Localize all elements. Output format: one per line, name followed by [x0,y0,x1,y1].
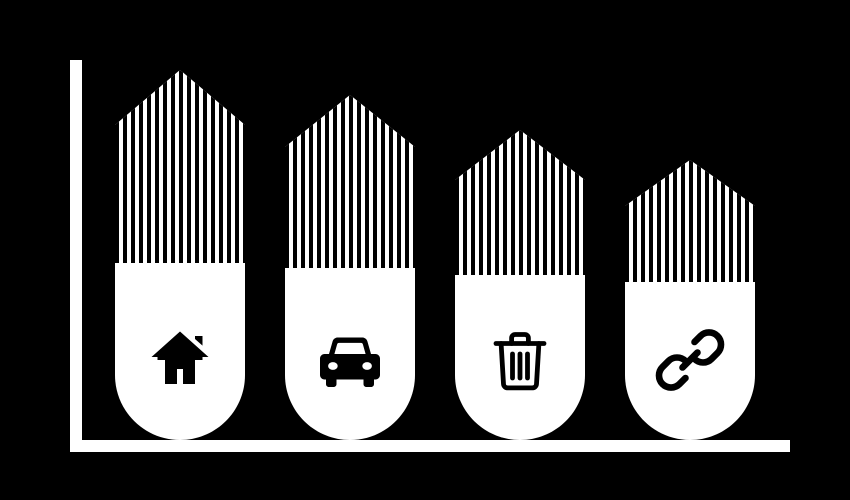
bar-link [625,160,755,440]
bar-trash [455,130,585,440]
bar-car [285,95,415,440]
bar-home [115,70,245,440]
bar-stripes [115,70,245,263]
car-icon [285,324,415,396]
axis-y [70,60,82,452]
bar-stripes [625,160,755,282]
trash-icon [455,324,585,396]
link-icon [625,324,755,396]
bar-stripes [285,95,415,268]
home-icon [115,324,245,396]
bar-stripes [455,130,585,275]
axis-x [70,440,790,452]
chart-canvas [0,0,850,500]
